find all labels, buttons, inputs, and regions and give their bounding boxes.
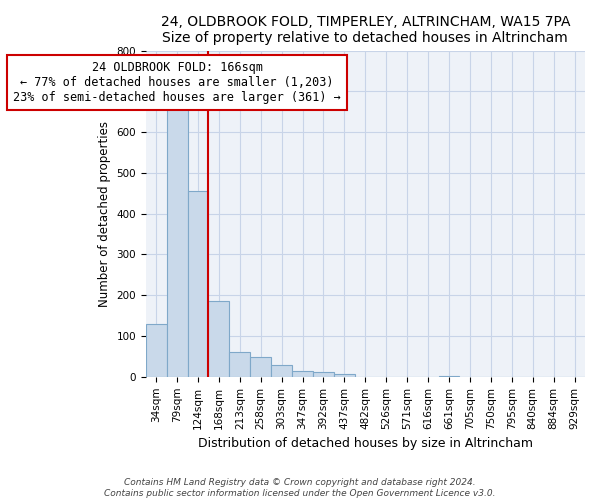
Bar: [313, 372, 334, 377]
Bar: [334, 374, 355, 377]
Bar: [229, 352, 250, 377]
Bar: [167, 108, 188, 377]
Text: 24 OLDBROOK FOLD: 166sqm
← 77% of detached houses are smaller (1,203)
23% of sem: 24 OLDBROOK FOLD: 166sqm ← 77% of detach…: [13, 60, 341, 104]
Bar: [439, 376, 460, 377]
Bar: [271, 366, 292, 377]
Text: Contains HM Land Registry data © Crown copyright and database right 2024.
Contai: Contains HM Land Registry data © Crown c…: [104, 478, 496, 498]
Bar: [208, 302, 229, 377]
X-axis label: Distribution of detached houses by size in Altrincham: Distribution of detached houses by size …: [198, 437, 533, 450]
Title: 24, OLDBROOK FOLD, TIMPERLEY, ALTRINCHAM, WA15 7PA
Size of property relative to : 24, OLDBROOK FOLD, TIMPERLEY, ALTRINCHAM…: [161, 15, 570, 45]
Bar: [250, 357, 271, 377]
Bar: [146, 324, 167, 377]
Bar: [188, 191, 208, 377]
Bar: [292, 370, 313, 377]
Y-axis label: Number of detached properties: Number of detached properties: [98, 120, 111, 306]
